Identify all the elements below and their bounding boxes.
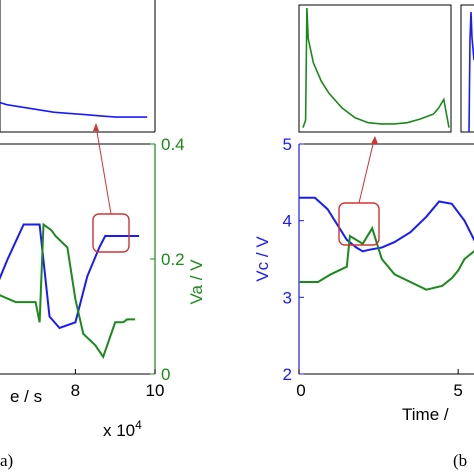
panel-b-y-ticks: 2 3 4 5 [283,135,304,384]
panel-a-pointer-line [95,125,112,215]
panel-a-series-green [0,222,136,359]
panel-b-pointer-line [358,139,375,204]
panel-b-series-green [299,225,474,291]
inset-a-series-blue [0,101,148,118]
panel-b-x-tick-label: 5 [453,381,462,400]
panel-a-x-tick-label: 10 [146,381,165,400]
panel-a: 0 0.2 0.4 6 8 10 Va / V e / s x 104 a) [0,123,206,470]
panel-a-pointer-arrowhead [93,123,99,131]
panel-b-series-blue [299,196,474,253]
panel-a-right-tick-label: 0 [161,365,170,384]
panel-b-y-tick-label: 3 [283,288,292,307]
panel-a-highlight-box [92,213,130,253]
panel-a-right-tick-label: 0.2 [161,250,185,269]
panel-a-y2-label: Va / V [187,259,206,305]
panel-b-inset [298,4,474,133]
panel-a-x-label-fragment: e / s [10,387,42,406]
inset-b-series-green [302,7,450,128]
panel-a-x-ticks: 6 8 10 [0,369,164,400]
panel-a-right-ticks: 0 0.2 0.4 [150,135,185,384]
panel-b-x-tick-label: 0 [296,381,305,400]
panel-a-label: a) [0,451,13,470]
panel-b-y-tick-label: 2 [283,365,292,384]
panel-b-y-label: Vc / V [253,236,272,282]
panel-a-x-tick-label: 6 [0,381,1,400]
panel-b-x-label-fragment: Time / [402,405,449,424]
panel-a-right-tick-label: 0.4 [161,135,185,154]
panel-b-pointer-arrowhead [371,136,378,144]
panel-a-x-multiplier: x 104 [103,418,142,440]
inset-b-frame [298,4,452,133]
inset-b2-frame [460,4,474,133]
panel-a-inset [0,0,156,133]
panel-a-series-blue [0,223,140,330]
panel-b-y-tick-label: 4 [283,212,292,231]
panel-b-y-tick-label: 5 [283,135,292,154]
panel-b-label: (b [453,451,467,470]
panel-a-x-tick-label: 8 [71,381,80,400]
inset-b2-series-blue [468,11,474,133]
